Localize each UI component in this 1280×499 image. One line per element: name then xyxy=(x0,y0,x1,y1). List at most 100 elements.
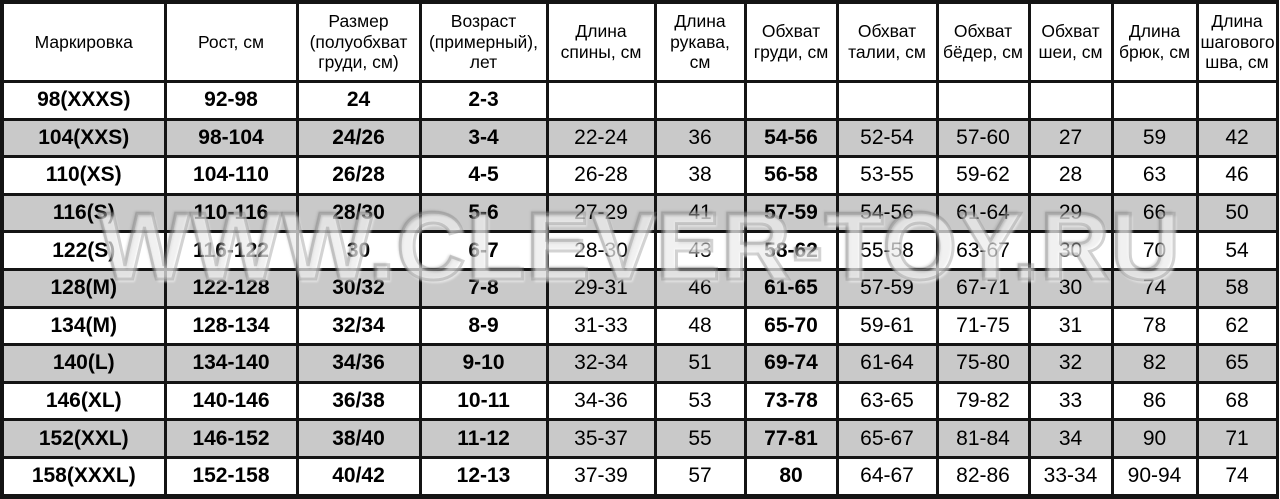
table-row: 140(L) 134-140 34/36 9-10 32-34 51 69-74 61-64 7… xyxy=(0,343,1279,384)
table-cell: 5-6 xyxy=(418,192,549,234)
table-cell: 104(XXS) xyxy=(0,117,167,159)
table-cell: 28 xyxy=(1027,155,1114,196)
table-cell: 26/28 xyxy=(295,155,422,196)
table-cell: 67-71 xyxy=(935,267,1031,309)
table-cell: 134(M) xyxy=(0,305,167,347)
table-head: Маркировка Рост, см Размер (полуобхват гру… xyxy=(0,0,1279,83)
table-row: 128(M) 122-128 30/32 7-8 29-31 46 61-65 57-59 67… xyxy=(0,267,1279,309)
table-cell: 24 xyxy=(295,80,422,121)
table-cell: 26-28 xyxy=(545,155,657,196)
table-cell: 81-84 xyxy=(935,418,1031,459)
header-cell-10: Длина брюк, см xyxy=(1110,0,1199,83)
header-cell-11: Длина шагового шва, см xyxy=(1195,0,1279,83)
table-cell: 2-3 xyxy=(418,80,549,121)
table-cell: 62 xyxy=(1195,305,1279,347)
table-cell: 63-67 xyxy=(935,230,1031,271)
table-cell: 9-10 xyxy=(418,343,549,384)
table-cell: 32-34 xyxy=(545,343,657,384)
table-cell: 43 xyxy=(653,230,747,271)
header-cell-2: Размер (полуобхват груди, см) xyxy=(295,0,422,83)
table-cell: 55-58 xyxy=(835,230,939,271)
header-cell-5: Длина рукава, см xyxy=(653,0,747,83)
table-cell: 75-80 xyxy=(935,343,1031,384)
table-cell xyxy=(743,80,839,121)
table-cell: 152-158 xyxy=(163,455,299,499)
table-cell: 34/36 xyxy=(295,343,422,384)
table-cell: 104-110 xyxy=(163,155,299,196)
table-cell: 58 xyxy=(1195,267,1279,309)
table-cell: 53-55 xyxy=(835,155,939,196)
table-cell: 57 xyxy=(653,455,747,499)
table-cell: 29 xyxy=(1027,192,1114,234)
table-cell: 68 xyxy=(1195,380,1279,422)
table-cell: 35-37 xyxy=(545,418,657,459)
table-cell: 34 xyxy=(1027,418,1114,459)
table-cell xyxy=(1195,80,1279,121)
table-cell: 110-116 xyxy=(163,192,299,234)
table-cell: 30 xyxy=(295,230,422,271)
table-cell: 52-54 xyxy=(835,117,939,159)
table-cell: 92-98 xyxy=(163,80,299,121)
table-cell: 73-78 xyxy=(743,380,839,422)
table-cell: 37-39 xyxy=(545,455,657,499)
table-cell: 50 xyxy=(1195,192,1279,234)
table-cell: 34-36 xyxy=(545,380,657,422)
table-cell xyxy=(1110,80,1199,121)
table-cell xyxy=(653,80,747,121)
table-cell: 8-9 xyxy=(418,305,549,347)
table-cell: 98(XXXS) xyxy=(0,80,167,121)
table-cell: 31 xyxy=(1027,305,1114,347)
table-cell: 7-8 xyxy=(418,267,549,309)
table-cell: 70 xyxy=(1110,230,1199,271)
table-cell: 90-94 xyxy=(1110,455,1199,499)
table-cell: 28-30 xyxy=(545,230,657,271)
table-cell: 4-5 xyxy=(418,155,549,196)
table-cell: 59-62 xyxy=(935,155,1031,196)
table-cell: 54-56 xyxy=(835,192,939,234)
table-row: 116(S) 110-116 28/30 5-6 27-29 41 57-59 54-56 61… xyxy=(0,192,1279,234)
table-cell: 140-146 xyxy=(163,380,299,422)
table-cell: 74 xyxy=(1110,267,1199,309)
table-cell: 63-65 xyxy=(835,380,939,422)
table-cell: 24/26 xyxy=(295,117,422,159)
table-cell: 36/38 xyxy=(295,380,422,422)
table-cell: 42 xyxy=(1195,117,1279,159)
table-cell: 40/42 xyxy=(295,455,422,499)
header-cell-6: Обхват груди, см xyxy=(743,0,839,83)
table-cell: 11-12 xyxy=(418,418,549,459)
table-cell: 61-64 xyxy=(835,343,939,384)
table-cell: 63 xyxy=(1110,155,1199,196)
table-cell: 134-140 xyxy=(163,343,299,384)
table-cell: 77-81 xyxy=(743,418,839,459)
table-cell: 57-59 xyxy=(835,267,939,309)
table-cell: 110(XS) xyxy=(0,155,167,196)
header-row: Маркировка Рост, см Размер (полуобхват гру… xyxy=(0,0,1279,83)
table-cell: 78 xyxy=(1110,305,1199,347)
table-cell xyxy=(935,80,1031,121)
table-cell: 46 xyxy=(653,267,747,309)
table-cell: 56-58 xyxy=(743,155,839,196)
table-cell: 98-104 xyxy=(163,117,299,159)
table-cell: 64-67 xyxy=(835,455,939,499)
table-cell: 71 xyxy=(1195,418,1279,459)
table-cell: 29-31 xyxy=(545,267,657,309)
table-cell: 158(XXXL) xyxy=(0,455,167,499)
table-cell: 32 xyxy=(1027,343,1114,384)
table-cell: 65-67 xyxy=(835,418,939,459)
table-cell: 69-74 xyxy=(743,343,839,384)
table-cell: 54-56 xyxy=(743,117,839,159)
table-cell: 71-75 xyxy=(935,305,1031,347)
table-row: 158(XXXL) 152-158 40/42 12-13 37-39 57 80 64-67… xyxy=(0,455,1279,499)
header-cell-9: Обхват шеи, см xyxy=(1027,0,1114,83)
table-row: 146(XL) 140-146 36/38 10-11 34-36 53 73-78 63-6… xyxy=(0,380,1279,422)
table-cell: 28/30 xyxy=(295,192,422,234)
table-cell: 30 xyxy=(1027,230,1114,271)
table-cell: 36 xyxy=(653,117,747,159)
table-cell: 22-24 xyxy=(545,117,657,159)
table-cell: 74 xyxy=(1195,455,1279,499)
table-cell: 65-70 xyxy=(743,305,839,347)
header-cell-7: Обхват талии, см xyxy=(835,0,939,83)
table-cell: 90 xyxy=(1110,418,1199,459)
table-cell: 30 xyxy=(1027,267,1114,309)
